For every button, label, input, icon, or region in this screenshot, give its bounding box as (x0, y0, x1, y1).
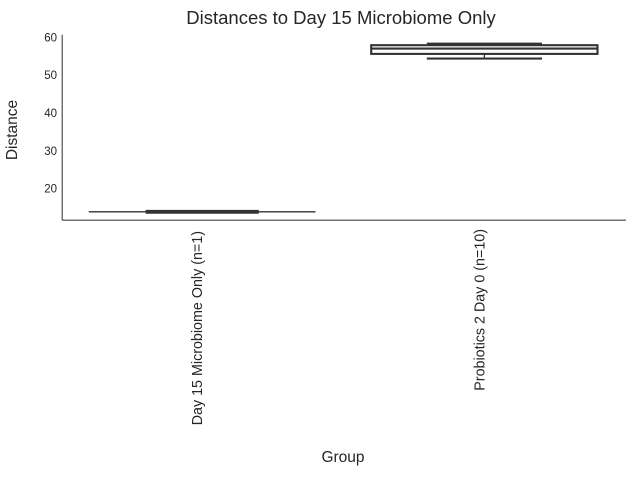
svg-text:50: 50 (44, 70, 57, 82)
svg-text:Day 15 Microbiome Only (n=1): Day 15 Microbiome Only (n=1) (190, 231, 206, 425)
svg-text:Group: Group (321, 449, 364, 466)
svg-text:20: 20 (44, 184, 57, 196)
svg-text:Distances to Day 15 Microbiome: Distances to Day 15 Microbiome Only (186, 7, 496, 28)
svg-text:Probiotics 2 Day 0 (n=10): Probiotics 2 Day 0 (n=10) (472, 229, 488, 391)
svg-text:30: 30 (44, 146, 57, 158)
svg-text:Distance: Distance (4, 100, 21, 160)
svg-text:60: 60 (44, 32, 57, 44)
svg-text:40: 40 (44, 108, 57, 120)
